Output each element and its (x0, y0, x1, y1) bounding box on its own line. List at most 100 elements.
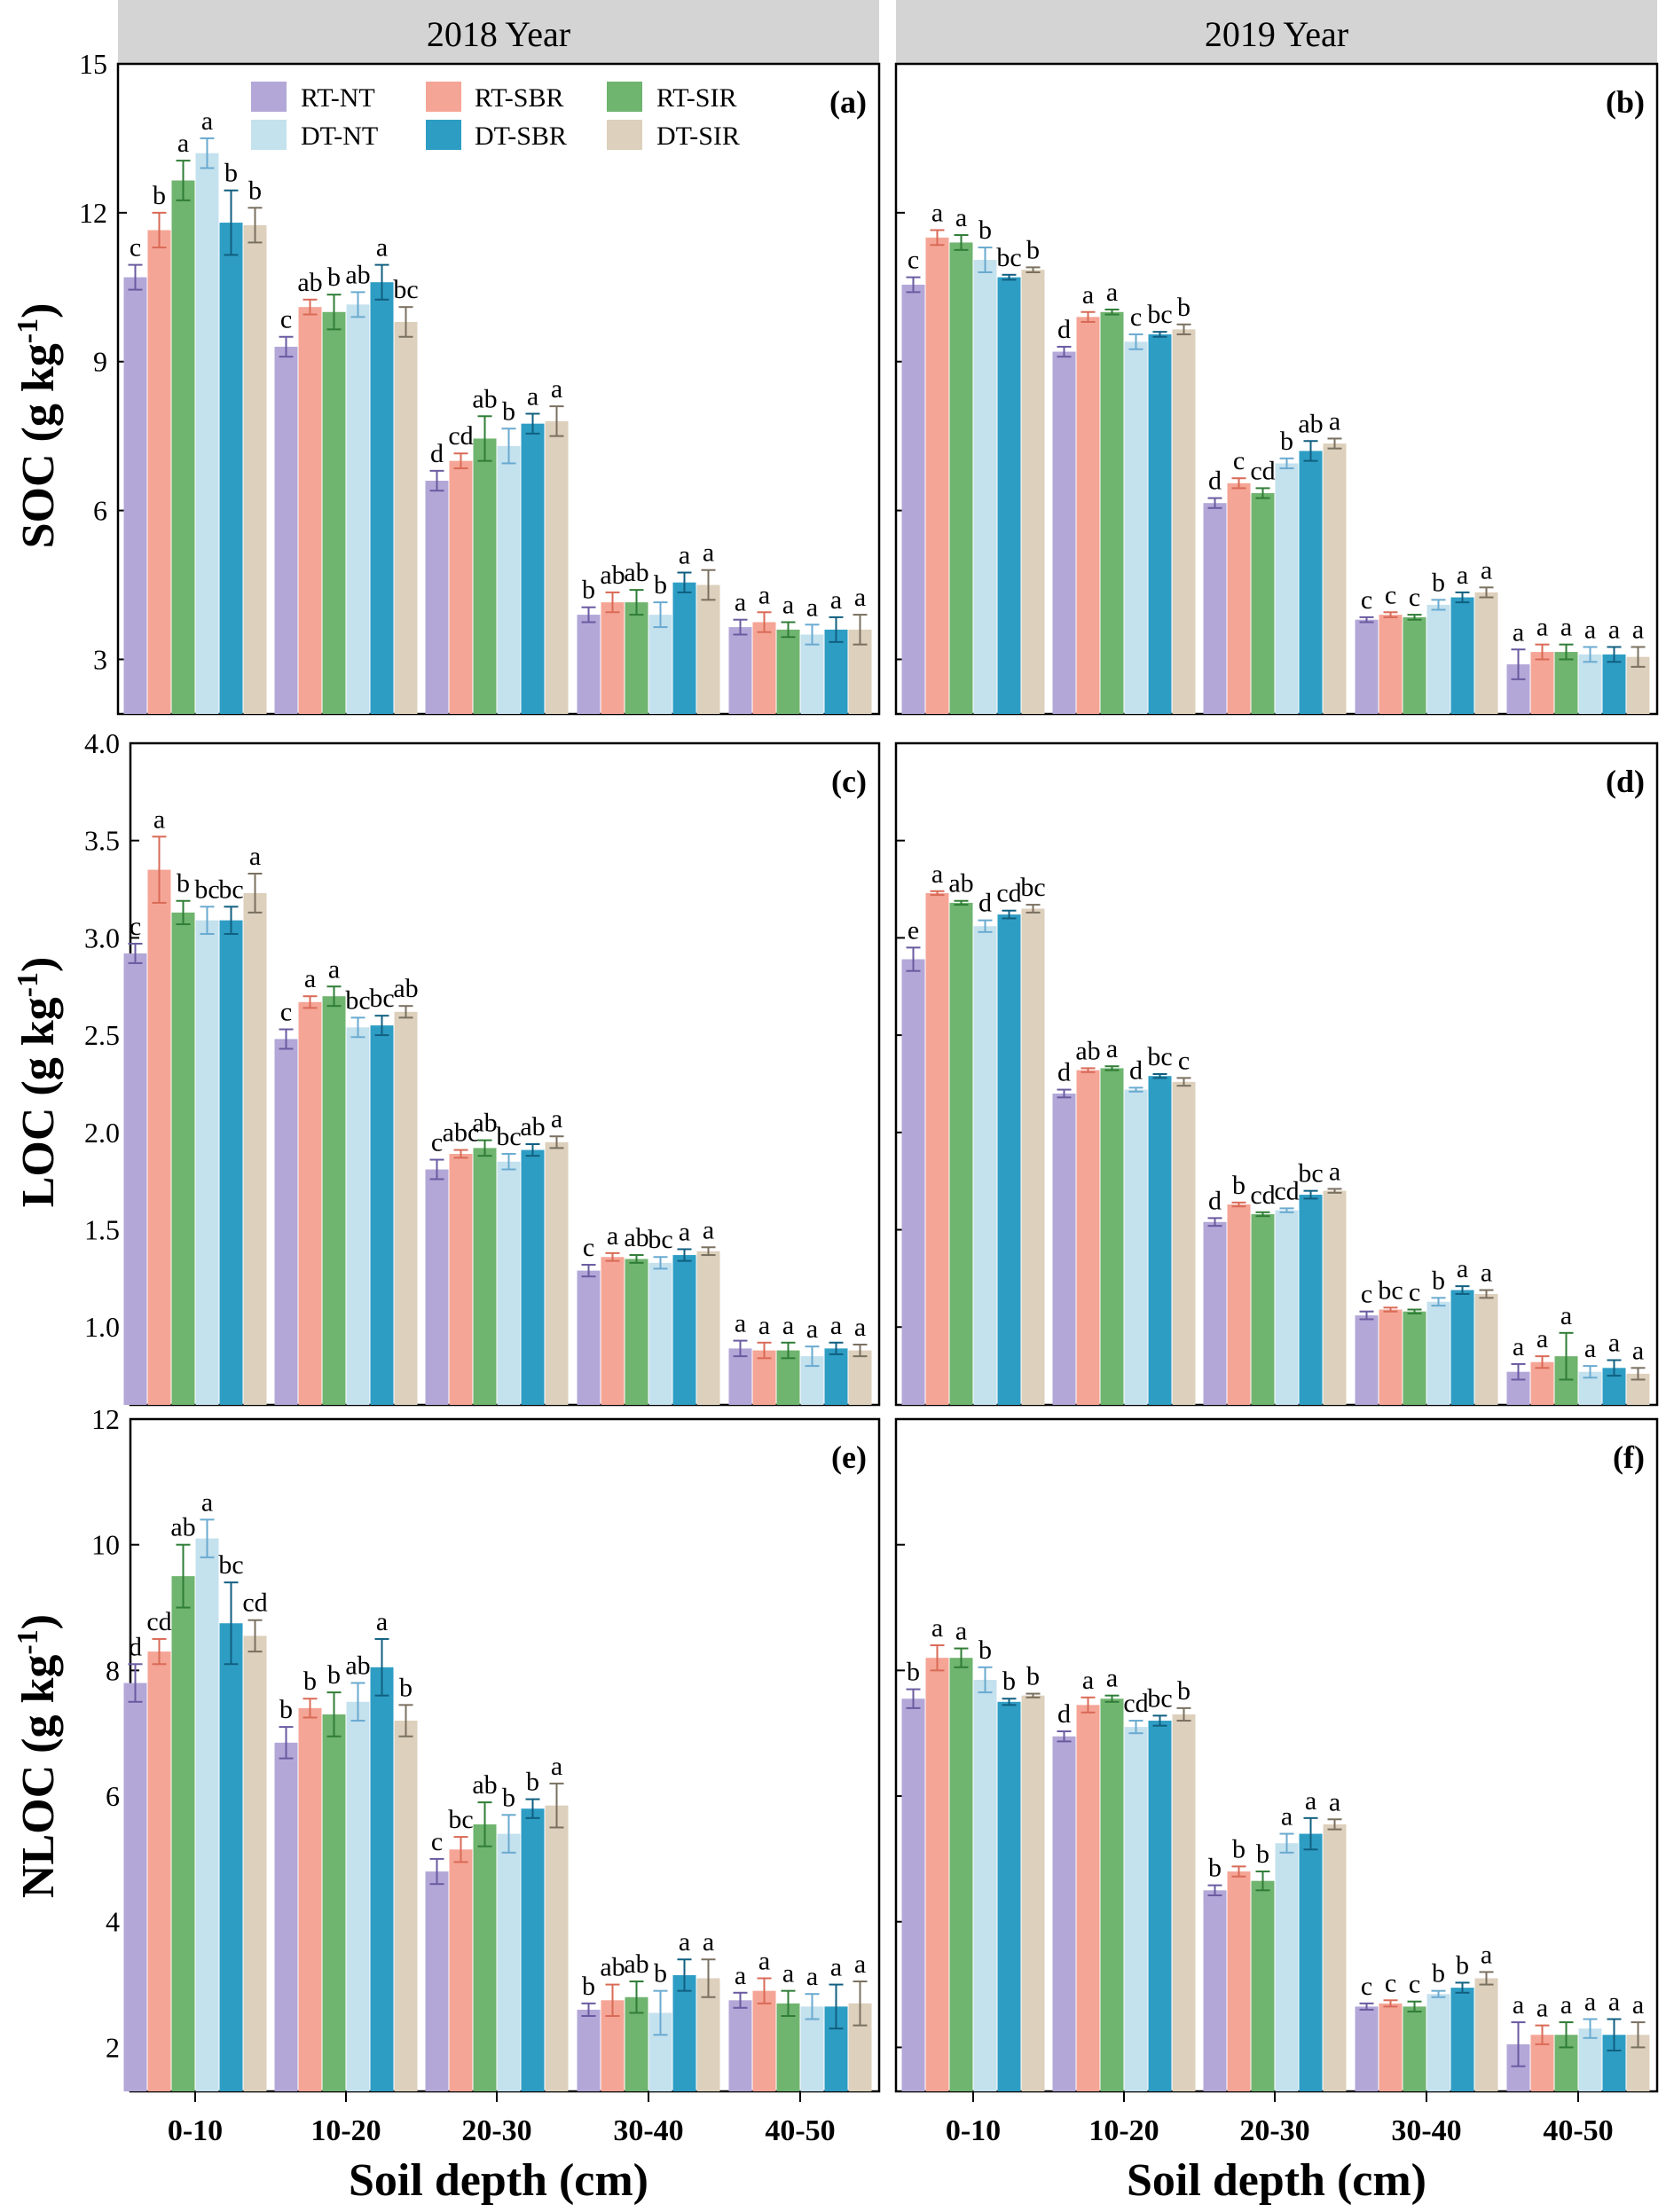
legend-label-rt-nt: RT-NT (301, 83, 375, 113)
panel-e-xtick-label: 40-50 (765, 2114, 835, 2147)
panel-b-bar-rt-nt (901, 284, 925, 714)
panel-d-sig-letter: ab (1075, 1036, 1100, 1065)
panel-d-sig-letter: b (1232, 1171, 1246, 1200)
panel-c-bar-rt-sbr (298, 1001, 322, 1405)
panel-b-bar-rt-sbr (1530, 652, 1554, 714)
panel-f-xtick-label: 0-10 (946, 2114, 1001, 2147)
panel-d-bar-dt-sir (1474, 1293, 1498, 1405)
panel-a-sig-letter: cd (448, 421, 473, 451)
panel-a-sig-letter: a (806, 592, 818, 622)
legend-label-dt-nt: DT-NT (301, 122, 378, 151)
panel-b-sig-letter: c (908, 246, 919, 275)
panel-d-sig-letter: bc (1147, 1042, 1172, 1071)
panel-f-xtick-label: 10-20 (1088, 2114, 1159, 2147)
panel-b-sig-letter: a (955, 203, 967, 232)
panel-b-sig-letter: b (1026, 235, 1040, 264)
panel-d-bar-rt-sir (1100, 1068, 1124, 1405)
panel-e-bar-dt-nt (195, 1538, 219, 2091)
panel-f-xtick-label: 20-30 (1239, 2114, 1309, 2147)
panel-f-xtick-label: 40-50 (1543, 2114, 1613, 2147)
panel-e-sig-letter: a (376, 1607, 388, 1636)
panel-c-bar-rt-sbr (449, 1153, 473, 1405)
panel-c-y-axis-title-end: ) (13, 957, 64, 972)
panel-b-sig-letter: c (1130, 302, 1142, 332)
panel-c-sig-letter: a (854, 1313, 866, 1342)
legend-label-rt-sbr: RT-SBR (475, 83, 563, 113)
panel-e-sig-letter: b (502, 1783, 515, 1812)
panel-a-sig-letter: bc (393, 275, 418, 304)
panel-a-sig-letter: ab (624, 558, 648, 587)
panel-e-sig-letter: cd (242, 1588, 267, 1618)
legend-swatch-rt-sbr (426, 82, 461, 112)
panel-e-sig-letter: a (830, 1953, 842, 1982)
panel-c-bar-dt-nt (497, 1161, 521, 1405)
panel-c-bar-dt-sbr (521, 1149, 545, 1405)
panel-c-sig-letter: a (735, 1309, 746, 1338)
panel-c-sig-letter: ab (393, 974, 418, 1003)
panel-f-bar-dt-nt (1578, 2028, 1602, 2091)
panel-a-sig-letter: b (582, 576, 595, 605)
panel-c-sig-letter: bc (369, 984, 394, 1013)
panel-e-bar-rt-sir (473, 1824, 497, 2091)
header-strip-right (896, 0, 1657, 64)
panel-a-bar-rt-sbr (752, 622, 776, 714)
panel-a-bar-rt-nt (728, 627, 752, 714)
panel-b-bar-rt-sbr (1379, 615, 1403, 714)
panel-e-bar-dt-sbr (219, 1623, 243, 2091)
panel-e-sig-letter: ab (472, 1770, 497, 1800)
panel-a-bar-dt-sir (696, 584, 720, 714)
panel-d-bar-rt-sbr (1076, 1070, 1100, 1405)
panel-f-bar-dt-sbr (1148, 1721, 1172, 2091)
panel-c-sig-letter: c (583, 1233, 594, 1262)
panel-c-sig-letter: a (328, 954, 340, 984)
panel-e-xtick-label: 0-10 (168, 2114, 223, 2147)
panel-f-sig-letter: a (1481, 1940, 1492, 1969)
panel-c-bar-dt-sir (848, 1350, 872, 1405)
panel-a-ytick-label: 6 (93, 495, 107, 527)
panel-b-bar-dt-nt (1426, 604, 1450, 714)
panel-e-bar-rt-sbr (752, 1990, 776, 2091)
panel-e-bar-rt-sbr (298, 1707, 322, 2091)
header-year-left: 2018 Year (427, 14, 570, 54)
panel-c-sig-letter: a (679, 1217, 690, 1246)
panel-a-sig-letter: c (130, 233, 141, 263)
panel-a-sig-letter: ab (297, 268, 322, 297)
panel-d-bar-rt-sbr (1379, 1309, 1403, 1405)
panel-a-sig-letter: b (248, 176, 262, 205)
panel-d-sig-letter: bc (1378, 1275, 1403, 1305)
panel-e-bar-rt-sbr (147, 1651, 171, 2091)
panel-d-sig-letter: d (978, 889, 992, 918)
panel-d-sig-letter: cd (1250, 1181, 1275, 1210)
panel-a-sig-letter: d (430, 439, 444, 468)
panel-d-bar-rt-nt (1203, 1221, 1227, 1405)
panel-d-bar-dt-nt (1275, 1210, 1299, 1405)
panel-c-ytick-label: 1.0 (84, 1311, 120, 1343)
panel-b-sig-letter: d (1208, 467, 1222, 496)
panel-c-sig-letter: bc (345, 985, 370, 1015)
panel-b-sig-letter: bc (1147, 300, 1172, 329)
panel-d-bar-rt-sbr (925, 892, 949, 1405)
panel-a-ytick-label: 9 (93, 346, 107, 378)
panel-e-sig-letter: b (399, 1673, 413, 1702)
panel-e-sig-letter: a (679, 1927, 690, 1957)
panel-a-bar-rt-sir (776, 629, 800, 714)
panel-c-ytick-label: 1.5 (84, 1214, 120, 1246)
panel-e-bar-dt-nt (497, 1833, 521, 2091)
panel-e-sig-letter: b (327, 1660, 341, 1690)
panel-e-sig-letter: a (703, 1927, 714, 1957)
panel-a-sig-letter: ab (472, 384, 497, 413)
panel-f-sig-letter: b (1456, 1950, 1469, 1980)
panel-b-sig-letter: ab (1298, 409, 1323, 438)
panel-f-bar-dt-sbr (1299, 1833, 1323, 2091)
panel-e-y-axis-title-main: NLOC (g kg (13, 1655, 64, 1898)
panel-d-bar-dt-sir (1172, 1081, 1196, 1405)
panel-b-sig-letter: a (1513, 617, 1524, 647)
panel-b-sig-letter: c (1361, 585, 1372, 615)
panel-e-y-axis-title: NLOC (g kg-1) (12, 1614, 65, 1898)
panel-b-bar-rt-sir (1554, 652, 1578, 714)
panel-a-sig-letter: a (703, 538, 714, 568)
panel-f: 0-10 10-20 20-30 30-40 40-50(f)bdbcaaabcaaab… (894, 1417, 1659, 2147)
panel-c-ytick-label: 4.0 (84, 727, 120, 759)
panel-e-sig-letter: a (806, 1962, 818, 1991)
